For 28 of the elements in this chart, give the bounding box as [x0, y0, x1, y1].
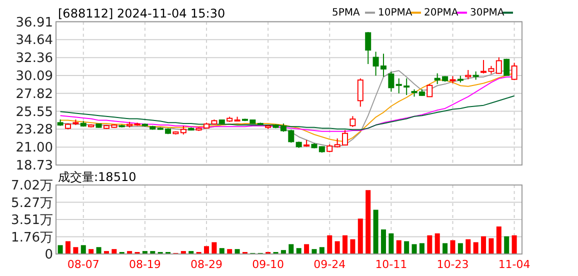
legend-label: 20PMA	[424, 8, 458, 19]
y-tick-label: 18.73	[16, 158, 53, 174]
x-tick-label: 09-10	[252, 258, 284, 271]
y-tick-label: 5.27万	[11, 196, 53, 211]
y-tick-label: 1.76万	[11, 230, 53, 246]
y-tick-label: 27.82	[16, 86, 53, 102]
legend-label: 30PMA	[470, 8, 504, 19]
legend-label: 5PMA	[332, 8, 360, 19]
x-tick-label: 10-11	[375, 258, 408, 271]
chart-title: [688112] 2024-11-04 15:30	[58, 6, 226, 21]
x-tick-label: 10-23	[436, 258, 469, 271]
x-tick-label: 08-19	[128, 258, 161, 271]
y-tick-label: 3.51万	[11, 213, 53, 228]
legend-label: 10PMA	[378, 8, 412, 19]
x-tick-label: 08-07	[67, 258, 100, 271]
y-tick-label: 21.00	[16, 140, 53, 156]
x-tick-label: 09-24	[314, 258, 346, 271]
chart-title: 成交量:18510	[58, 170, 136, 184]
y-tick-label: 30.09	[16, 69, 53, 84]
y-tick-label: 25.55	[16, 104, 53, 120]
y-tick-label: 36.91	[16, 15, 53, 30]
x-tick-label: 08-29	[190, 258, 222, 271]
y-tick-label: 34.64	[16, 33, 53, 48]
y-tick-label: 32.36	[16, 51, 53, 66]
y-tick-label: 23.28	[16, 122, 53, 138]
y-tick-label: 7.02万	[11, 178, 53, 194]
x-tick-label: 11-04	[498, 258, 530, 271]
y-tick-label: 0	[44, 248, 53, 263]
